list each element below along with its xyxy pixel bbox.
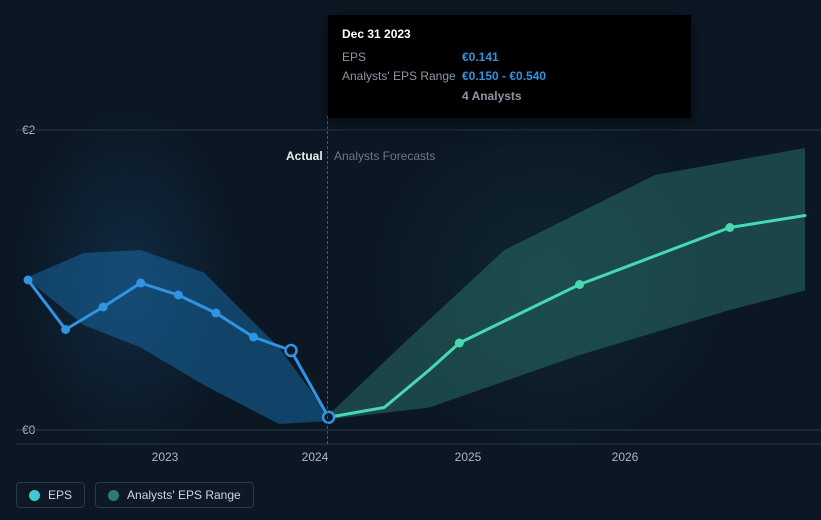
tooltip-value-range: €0.150 - €0.540 xyxy=(462,67,546,86)
legend-swatch-eps xyxy=(29,490,40,501)
tooltip-row-eps: EPS €0.141 xyxy=(342,48,677,67)
legend-swatch-range xyxy=(108,490,119,501)
actual-forecast-divider xyxy=(327,116,328,444)
tooltip-row-range: Analysts' EPS Range €0.150 - €0.540 xyxy=(342,67,677,86)
tooltip-value-eps: €0.141 xyxy=(462,48,499,67)
legend-label-eps: EPS xyxy=(48,488,72,502)
tooltip-sub: 4 Analysts xyxy=(462,87,677,106)
legend-label-range: Analysts' EPS Range xyxy=(127,488,241,502)
legend-item-range[interactable]: Analysts' EPS Range xyxy=(95,482,254,508)
tooltip-label-eps: EPS xyxy=(342,48,462,67)
tooltip-date: Dec 31 2023 xyxy=(342,25,677,44)
hover-tooltip: Dec 31 2023 EPS €0.141 Analysts' EPS Ran… xyxy=(328,15,691,118)
legend-item-eps[interactable]: EPS xyxy=(16,482,85,508)
tooltip-label-range: Analysts' EPS Range xyxy=(342,67,462,86)
legend: EPS Analysts' EPS Range xyxy=(16,482,254,508)
chart-stage: Dec 31 2023 EPS €0.141 Analysts' EPS Ran… xyxy=(0,0,821,520)
